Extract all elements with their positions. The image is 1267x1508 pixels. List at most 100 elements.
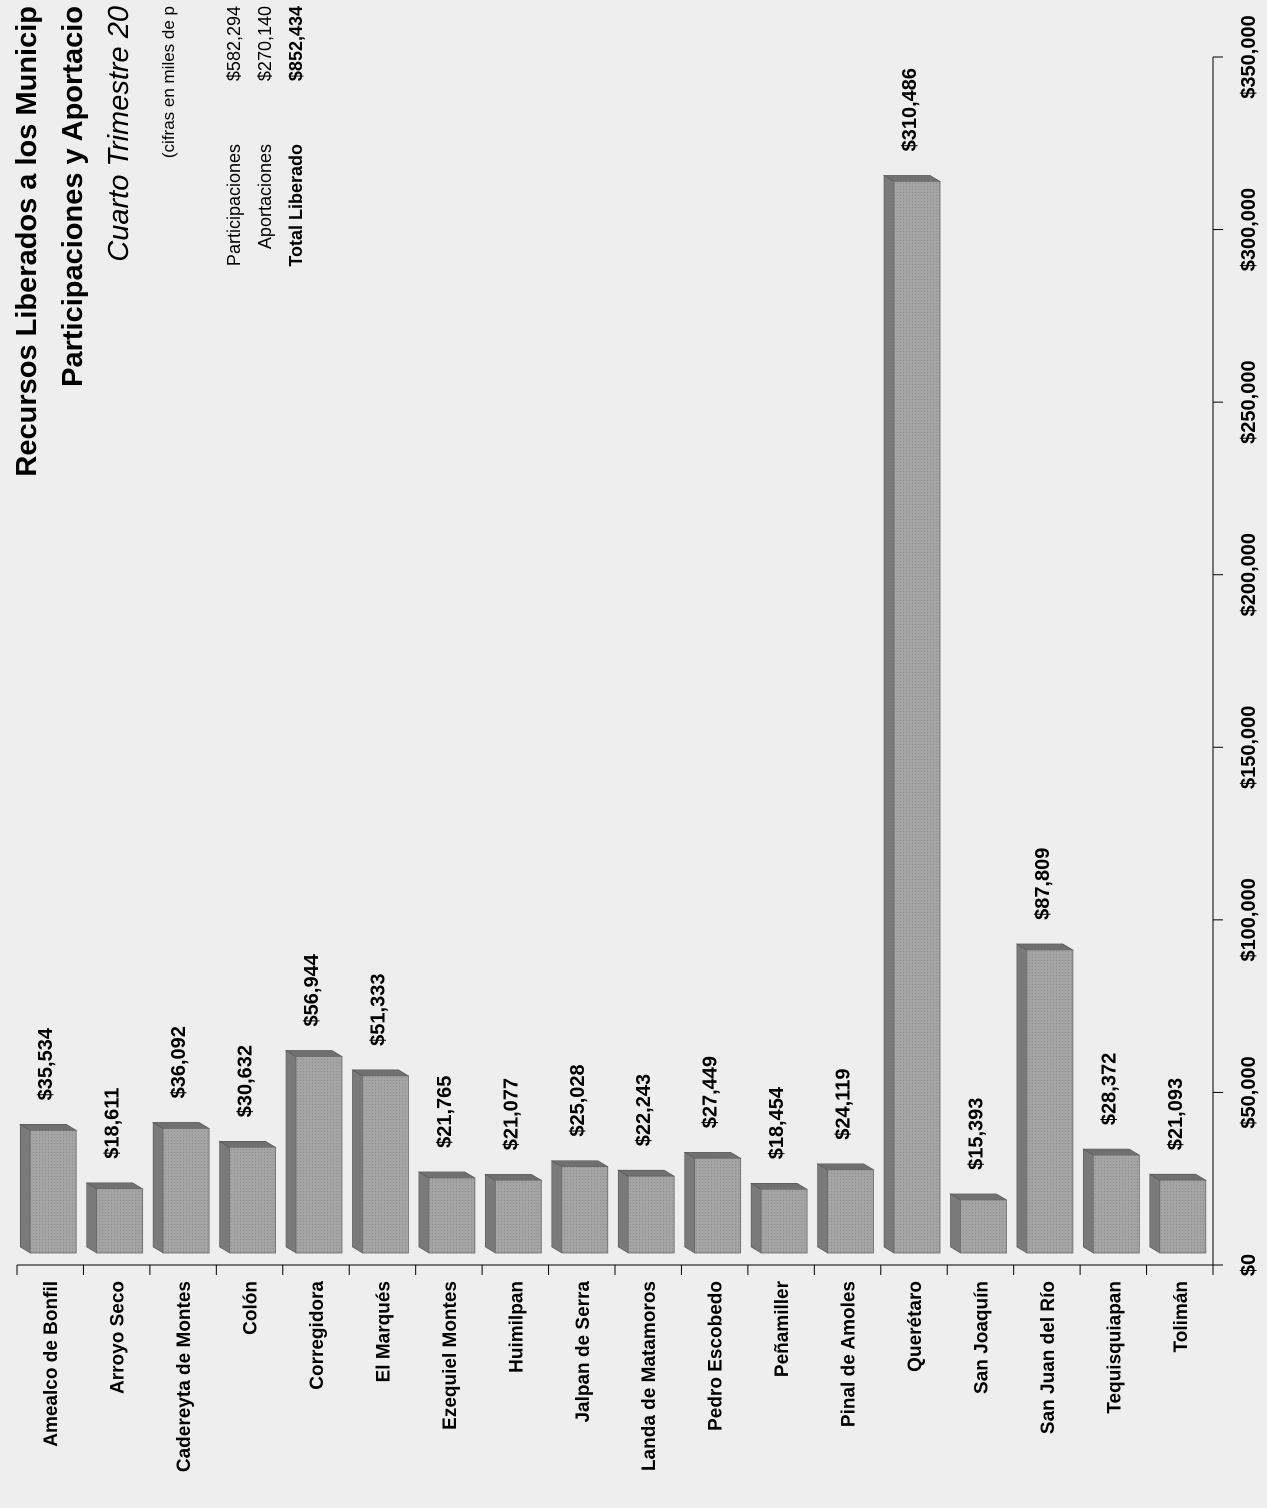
- value-tick-label: $350,000: [1238, 15, 1260, 98]
- category-label: San Joaquín: [971, 1281, 992, 1394]
- summary-label: Participaciones: [224, 144, 244, 266]
- bar-top-face: [284, 1050, 344, 1057]
- bar-value-label: $310,486: [899, 68, 921, 151]
- category-label: Corregidora: [307, 1281, 328, 1390]
- bar-side-face: [750, 1182, 762, 1254]
- bar-top-face: [683, 1151, 742, 1159]
- bar-side-face: [1083, 1148, 1094, 1254]
- bar-side-face: [551, 1160, 563, 1254]
- bar-value-label: $21,077: [500, 1078, 522, 1150]
- bar-value-label: $18,611: [102, 1088, 124, 1159]
- chart-subtitle: Participaciones y Aportacio: [57, 6, 89, 387]
- bar-top-face: [949, 1193, 1008, 1201]
- summary-label: Aportaciones: [255, 144, 275, 249]
- category-label: Amealco de Bonfil: [41, 1281, 62, 1447]
- bar-value-label: $28,372: [1098, 1053, 1120, 1125]
- bar-top-face: [484, 1173, 543, 1181]
- category-label: Arroyo Seco: [108, 1281, 129, 1394]
- bar: [750, 1182, 809, 1254]
- bar-front-face: [96, 1188, 144, 1254]
- bar-front-face: [960, 1199, 1007, 1254]
- bar-value-label: $21,093: [1165, 1078, 1187, 1150]
- value-tick-label: $200,000: [1238, 533, 1260, 616]
- bar-front-face: [760, 1188, 808, 1254]
- bar-value-label: $35,534: [35, 1027, 57, 1100]
- bar: [1148, 1173, 1207, 1254]
- bar-side-face: [19, 1123, 31, 1254]
- category-label: Landa de Matamoros: [639, 1281, 660, 1471]
- chart-units-note: (cifras en miles de p: [159, 6, 178, 158]
- bar-top-face: [351, 1069, 410, 1077]
- bar: [417, 1171, 476, 1254]
- category-label: Peñamiller: [772, 1280, 793, 1377]
- bar-top-face: [1015, 943, 1074, 951]
- value-tick-label: $100,000: [1238, 878, 1260, 961]
- bar-side-face: [817, 1163, 828, 1254]
- value-tick-label: $300,000: [1238, 188, 1260, 271]
- bar-side-face: [152, 1121, 164, 1254]
- bar-front-face: [893, 180, 941, 1254]
- bar-top-face: [550, 1160, 609, 1167]
- bar: [152, 1121, 211, 1254]
- summary-participaciones: Participaciones $582,294 68: [224, 6, 244, 266]
- bar-value-label: $18,454: [766, 1086, 788, 1159]
- value-tick-label: $0: [1238, 1254, 1260, 1276]
- bar-top-face: [218, 1140, 277, 1148]
- bar-front-face: [494, 1179, 542, 1254]
- category-label: San Juan del Río: [1038, 1281, 1059, 1434]
- bar-value-label: $87,809: [1032, 848, 1054, 920]
- bar-front-face: [428, 1177, 476, 1254]
- bar-front-face: [827, 1169, 874, 1254]
- bar-top-face: [750, 1183, 809, 1190]
- bar: [218, 1140, 277, 1254]
- category-label: Huimilpan: [506, 1281, 527, 1373]
- bar-front-face: [1092, 1154, 1140, 1254]
- chart-header: Recursos Liberados a los Municip Partici…: [11, 6, 306, 477]
- bar-side-face: [883, 174, 895, 1254]
- bar: [882, 174, 942, 1254]
- bar-value-label: $56,944: [301, 953, 323, 1026]
- bar-front-face: [29, 1129, 77, 1254]
- bar-front-face: [1159, 1179, 1207, 1254]
- value-tick-label: $250,000: [1238, 360, 1260, 443]
- category-label: Pedro Escobedo: [706, 1281, 727, 1431]
- summary-amount: $270,140: [255, 6, 275, 81]
- bar: [351, 1069, 410, 1254]
- category-label: Tolimán: [1171, 1281, 1192, 1352]
- bar: [816, 1163, 875, 1254]
- bar-side-face: [1149, 1173, 1161, 1254]
- bar-side-face: [285, 1049, 297, 1254]
- bar-top-face: [882, 175, 942, 182]
- bar-value-label: $27,449: [700, 1056, 722, 1128]
- summary-amount: $582,294: [224, 6, 244, 81]
- bar: [617, 1169, 676, 1254]
- chart-labels: $0 $50,000 $100,000 $150,000 $200,000 $250,00…: [35, 15, 1260, 1472]
- bar: [550, 1160, 609, 1254]
- bar-value-label: $22,243: [633, 1074, 655, 1146]
- bar: [949, 1193, 1008, 1254]
- value-tick-label: $50,000: [1238, 1056, 1260, 1128]
- bar: [19, 1123, 78, 1254]
- category-label: El Marqués: [373, 1281, 394, 1382]
- bar-top-face: [152, 1122, 211, 1129]
- bar-front-face: [694, 1157, 742, 1254]
- bar-value-label: $36,092: [168, 1026, 190, 1098]
- bar-value-label: $21,765: [434, 1076, 456, 1148]
- category-label: Tequisquiapan: [1104, 1281, 1125, 1414]
- category-label: Colón: [241, 1281, 262, 1335]
- bar-side-face: [1016, 943, 1028, 1254]
- bar-value-label: $25,028: [567, 1064, 589, 1136]
- bar-top-face: [85, 1182, 144, 1190]
- bar-top-face: [617, 1169, 676, 1177]
- bar-side-face: [86, 1182, 97, 1254]
- bar-side-face: [617, 1169, 629, 1254]
- value-tick-label: $150,000: [1238, 706, 1260, 789]
- chart-axes: [16, 56, 1223, 1275]
- category-label: Jalpan de Serra: [573, 1281, 594, 1423]
- bar-front-face: [162, 1128, 210, 1254]
- bar-top-face: [1082, 1148, 1141, 1156]
- bar-front-face: [561, 1166, 609, 1254]
- bar: [85, 1182, 144, 1254]
